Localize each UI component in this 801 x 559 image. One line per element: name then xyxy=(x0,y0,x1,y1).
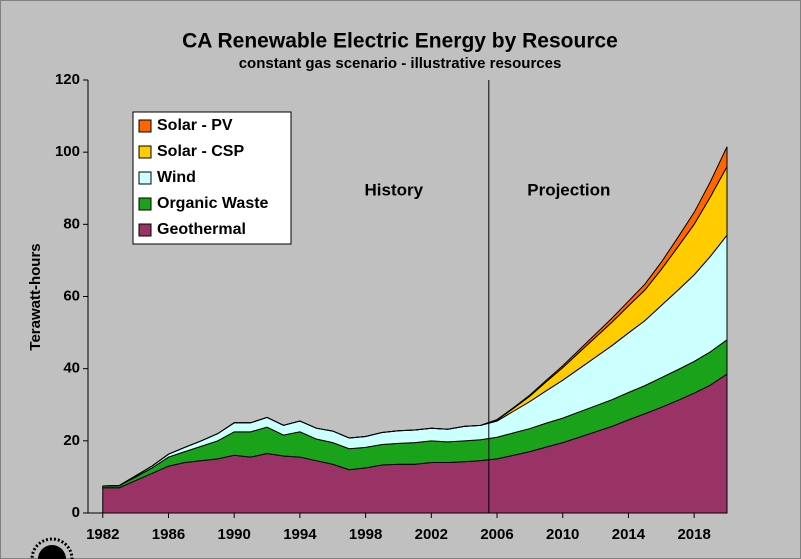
y-tick-label: 60 xyxy=(63,287,80,304)
y-tick-label: 80 xyxy=(63,215,80,232)
y-tick-label: 20 xyxy=(63,432,80,449)
x-tick-label: 1994 xyxy=(283,526,317,543)
legend-swatch xyxy=(138,197,152,211)
y-axis-label: Terawatt-hours xyxy=(27,243,44,350)
annotation: Projection xyxy=(527,180,610,199)
legend-swatch xyxy=(138,145,152,159)
y-tick-label: 120 xyxy=(55,71,80,88)
x-tick-label: 1990 xyxy=(218,526,251,543)
x-tick-label: 1986 xyxy=(152,526,185,543)
logo xyxy=(30,537,74,559)
legend-label: Solar - PV xyxy=(157,117,233,134)
y-tick-label: 0 xyxy=(72,504,80,521)
legend-swatch xyxy=(138,223,152,237)
legend-label: Geothermal xyxy=(157,221,246,238)
x-tick-label: 2006 xyxy=(480,526,513,543)
chart-title: CA Renewable Electric Energy by Resource xyxy=(182,30,618,53)
x-tick-label: 2014 xyxy=(612,526,646,543)
x-tick-label: 2002 xyxy=(415,526,448,543)
legend-label: Wind xyxy=(157,169,196,186)
x-tick-label: 2018 xyxy=(677,526,710,543)
chart-subtitle: constant gas scenario - illustrative res… xyxy=(239,55,562,72)
x-tick-label: 1998 xyxy=(349,526,382,543)
legend-box xyxy=(132,111,292,245)
legend-label: Solar - CSP xyxy=(157,143,244,160)
y-tick-label: 100 xyxy=(55,143,80,160)
annotation: History xyxy=(365,180,424,199)
area xyxy=(102,146,728,487)
legend-swatch xyxy=(138,119,152,133)
legend-label: Organic Waste xyxy=(157,195,269,212)
y-tick-label: 40 xyxy=(63,360,80,377)
legend-swatch xyxy=(138,171,152,185)
x-tick-label: 2010 xyxy=(546,526,579,543)
x-tick-label: 1982 xyxy=(86,526,119,543)
